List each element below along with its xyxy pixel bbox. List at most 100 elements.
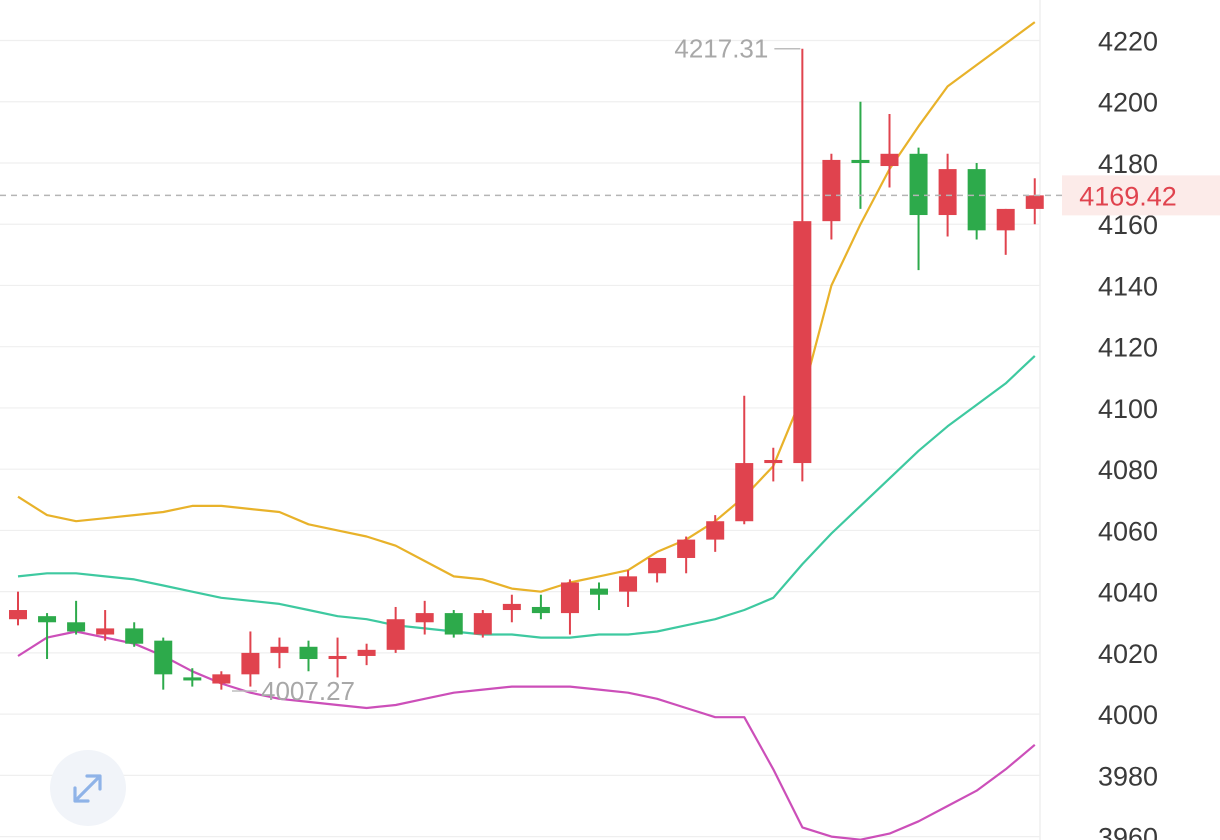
candle [299, 640, 318, 672]
candle [590, 582, 608, 611]
y-tick-label: 4140 [1098, 271, 1158, 301]
candle-body [764, 459, 783, 464]
candle-body [473, 613, 492, 635]
candle-body [880, 153, 899, 167]
candle-body [677, 539, 696, 558]
candle-body [212, 674, 231, 684]
candle-body [619, 576, 638, 592]
indicator-bands [17, 21, 1036, 840]
candle-body [415, 613, 434, 623]
candle-body [560, 582, 579, 614]
expand-arrows-icon [73, 774, 102, 803]
candle-body [735, 463, 754, 522]
candle-body [96, 628, 115, 635]
candle [706, 515, 725, 552]
candle [473, 610, 492, 638]
candle-body [1025, 195, 1044, 209]
candle [531, 594, 550, 620]
candle [793, 48, 812, 482]
high-price-label: 4217.31 [674, 34, 768, 64]
y-tick-label: 4180 [1098, 149, 1158, 179]
y-tick-label: 4120 [1098, 333, 1158, 363]
y-tick-label: 4040 [1098, 578, 1158, 608]
current-price: 4169.42 [0, 175, 1220, 216]
candle [212, 671, 231, 690]
candle [9, 591, 27, 626]
grid-lines [0, 0, 1041, 840]
lower-band-line [17, 630, 1036, 840]
candle-body [590, 588, 608, 595]
current-price-label: 4169.42 [1079, 181, 1177, 211]
candle [677, 536, 696, 574]
expand-button[interactable] [50, 750, 126, 826]
candle-body [241, 652, 260, 675]
candles [9, 48, 1044, 690]
y-tick-label: 4100 [1098, 394, 1158, 424]
candle [270, 637, 289, 669]
candle [560, 579, 579, 635]
candle [822, 153, 841, 240]
candle-body [444, 613, 463, 635]
upper-band-line [17, 21, 1036, 593]
y-tick-label: 4080 [1098, 455, 1158, 485]
candle-body [183, 677, 202, 681]
candle-body [154, 640, 173, 675]
candle-body [502, 603, 521, 611]
y-tick-label: 3980 [1098, 761, 1158, 791]
candle [38, 613, 57, 660]
middle-band-line [17, 355, 1036, 639]
candle-body [706, 521, 725, 540]
candle-body [648, 557, 667, 574]
candle-body [967, 169, 986, 231]
candle-body [531, 606, 550, 614]
annotations: 4217.31 4007.27 [232, 34, 801, 706]
candle [764, 447, 783, 482]
candle-body [851, 159, 870, 163]
y-tick-label: 4220 [1098, 27, 1158, 57]
y-tick-label: 4000 [1098, 700, 1158, 730]
y-tick-label: 4020 [1098, 639, 1158, 669]
candle [96, 610, 115, 641]
candle-body [38, 616, 57, 623]
candle [154, 637, 173, 690]
candle [648, 557, 667, 583]
candle-body [938, 169, 957, 216]
candle-body [125, 628, 144, 644]
candle [735, 395, 754, 525]
candle [386, 606, 405, 653]
candle [880, 113, 899, 188]
candle [502, 594, 521, 623]
y-tick-label: 4060 [1098, 516, 1158, 546]
candle [967, 162, 986, 240]
candle [444, 610, 463, 638]
current-price-tag [1062, 175, 1220, 216]
candle [241, 631, 260, 687]
candle [996, 208, 1015, 255]
candle [328, 637, 347, 678]
candle [125, 622, 144, 647]
candle-body [270, 646, 289, 653]
candle [909, 147, 928, 271]
candle [183, 668, 202, 687]
candle [357, 643, 376, 666]
candle [415, 600, 434, 635]
candle [1025, 178, 1044, 225]
candle-body [996, 208, 1015, 231]
candle [67, 600, 86, 635]
candle-body [909, 153, 928, 216]
candle-body [328, 655, 347, 660]
candle-body [299, 646, 318, 660]
low-price-label: 4007.27 [261, 676, 355, 706]
candle-body [793, 221, 812, 464]
candle-body [9, 610, 27, 620]
candle-body [67, 622, 86, 632]
candle-body [357, 649, 376, 656]
candle [851, 101, 870, 209]
y-tick-label: 4200 [1098, 88, 1158, 118]
candle-body [386, 619, 405, 650]
y-axis: 4220420041804160414041204100408040604040… [1098, 27, 1158, 840]
candle [619, 570, 638, 607]
y-tick-label: 3960 [1098, 823, 1158, 840]
candle-body [822, 159, 841, 222]
